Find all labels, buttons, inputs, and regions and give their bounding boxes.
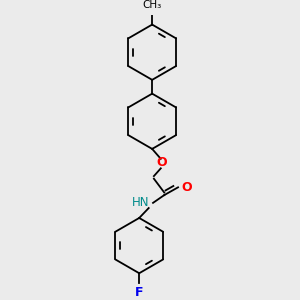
Text: O: O bbox=[182, 181, 192, 194]
Text: O: O bbox=[156, 156, 166, 169]
Text: HN: HN bbox=[132, 196, 150, 209]
Text: F: F bbox=[135, 286, 143, 299]
Text: CH₃: CH₃ bbox=[142, 0, 162, 10]
